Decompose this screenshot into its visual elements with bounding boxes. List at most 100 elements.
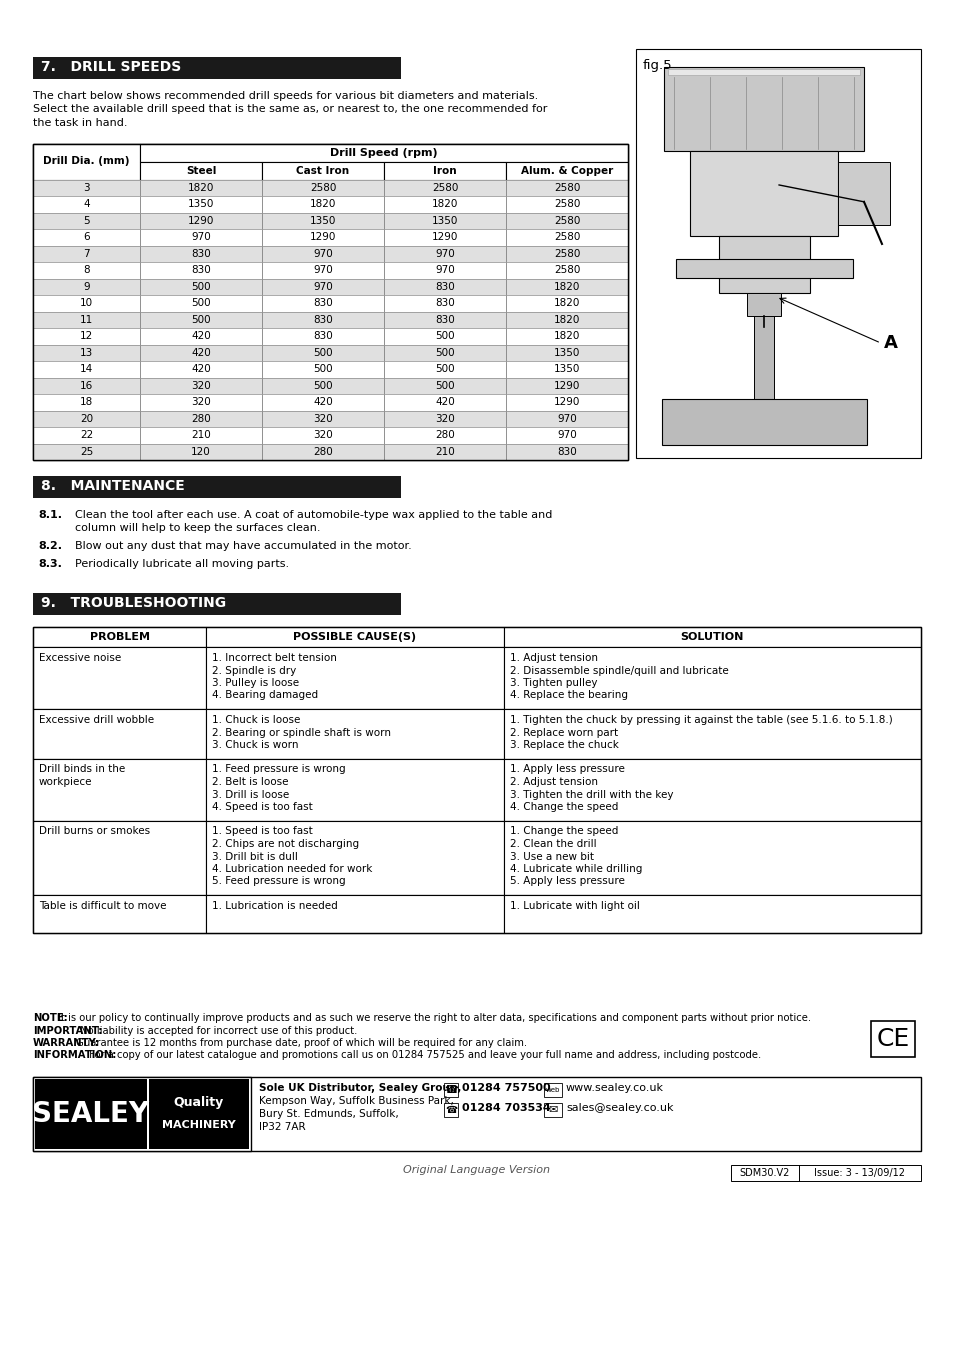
Text: 830: 830 bbox=[313, 331, 333, 342]
Bar bbox=[33, 180, 140, 196]
Text: It is our policy to continually improve products and as such we reserve the righ: It is our policy to continually improve … bbox=[55, 1012, 811, 1023]
Bar bbox=[718, 235, 809, 293]
Bar bbox=[35, 1079, 147, 1149]
Text: 4. Lubrication needed for work: 4. Lubrication needed for work bbox=[212, 864, 372, 873]
Text: Cast Iron: Cast Iron bbox=[296, 166, 349, 176]
Text: 2. Bearing or spindle shaft is worn: 2. Bearing or spindle shaft is worn bbox=[212, 728, 391, 737]
Bar bbox=[140, 444, 262, 460]
Text: 2580: 2580 bbox=[554, 265, 579, 275]
Bar bbox=[746, 293, 781, 316]
Text: 830: 830 bbox=[435, 282, 455, 292]
Text: 120: 120 bbox=[191, 447, 211, 456]
Bar bbox=[33, 709, 206, 759]
Bar bbox=[505, 230, 627, 246]
Bar bbox=[505, 162, 627, 180]
Text: 1290: 1290 bbox=[554, 397, 579, 408]
Text: 420: 420 bbox=[191, 348, 211, 358]
Text: Iron: Iron bbox=[433, 166, 456, 176]
Text: 420: 420 bbox=[435, 397, 455, 408]
Bar bbox=[140, 410, 262, 427]
Bar bbox=[33, 344, 140, 360]
Text: INFORMATION:: INFORMATION: bbox=[33, 1050, 116, 1061]
Bar bbox=[140, 427, 262, 444]
Text: 6: 6 bbox=[83, 232, 90, 242]
Bar bbox=[636, 49, 920, 458]
Bar bbox=[384, 410, 505, 427]
Bar bbox=[503, 759, 920, 821]
Text: 1290: 1290 bbox=[188, 216, 214, 225]
Text: 320: 320 bbox=[435, 413, 455, 424]
Bar bbox=[140, 262, 262, 278]
Bar bbox=[33, 143, 627, 460]
Text: 320: 320 bbox=[313, 431, 333, 440]
Bar bbox=[33, 180, 627, 196]
Text: 500: 500 bbox=[191, 282, 211, 292]
Text: Guarantee is 12 months from purchase date, proof of which will be required for a: Guarantee is 12 months from purchase dat… bbox=[72, 1038, 526, 1048]
Text: SOLUTION: SOLUTION bbox=[679, 632, 743, 643]
Text: 970: 970 bbox=[313, 248, 333, 259]
Text: 2580: 2580 bbox=[432, 182, 457, 193]
Text: 320: 320 bbox=[313, 413, 333, 424]
Text: 830: 830 bbox=[435, 298, 455, 308]
Text: 1290: 1290 bbox=[432, 232, 457, 242]
Text: Table is difficult to move: Table is difficult to move bbox=[39, 900, 167, 911]
Bar bbox=[140, 344, 262, 360]
Bar bbox=[443, 1103, 457, 1116]
Text: The chart below shows recommended drill speeds for various bit diameters and mat: The chart below shows recommended drill … bbox=[33, 90, 537, 101]
Bar bbox=[505, 394, 627, 410]
Text: SEALEY: SEALEY bbox=[32, 1100, 150, 1129]
Bar bbox=[140, 162, 262, 180]
Text: 3. Drill bit is dull: 3. Drill bit is dull bbox=[212, 852, 297, 861]
Text: 1350: 1350 bbox=[554, 348, 579, 358]
Bar bbox=[206, 895, 503, 933]
Text: sales@sealey.co.uk: sales@sealey.co.uk bbox=[565, 1103, 673, 1112]
Bar bbox=[33, 196, 140, 212]
Text: 4. Replace the bearing: 4. Replace the bearing bbox=[509, 690, 627, 701]
Text: 1. Speed is too fast: 1. Speed is too fast bbox=[212, 826, 313, 837]
Bar bbox=[33, 296, 627, 312]
Bar bbox=[384, 180, 505, 196]
Text: 1290: 1290 bbox=[310, 232, 335, 242]
Bar bbox=[384, 262, 505, 278]
Bar bbox=[33, 477, 400, 498]
Text: 10: 10 bbox=[80, 298, 93, 308]
Bar bbox=[33, 230, 140, 246]
Text: 1. Lubrication is needed: 1. Lubrication is needed bbox=[212, 900, 337, 911]
Text: 4: 4 bbox=[83, 200, 90, 209]
Text: Periodically lubricate all moving parts.: Periodically lubricate all moving parts. bbox=[75, 559, 289, 568]
Text: 970: 970 bbox=[557, 413, 577, 424]
Bar bbox=[262, 196, 384, 212]
Bar bbox=[33, 759, 206, 821]
Bar bbox=[33, 278, 140, 296]
Bar bbox=[505, 360, 627, 378]
Text: Alum. & Copper: Alum. & Copper bbox=[520, 166, 613, 176]
Bar bbox=[33, 821, 920, 895]
Bar bbox=[33, 278, 627, 296]
Bar bbox=[262, 296, 384, 312]
Text: 3. Pulley is loose: 3. Pulley is loose bbox=[212, 678, 299, 688]
Text: 2580: 2580 bbox=[554, 232, 579, 242]
Bar bbox=[503, 626, 920, 647]
Text: 2. Belt is loose: 2. Belt is loose bbox=[212, 778, 289, 787]
Text: 2580: 2580 bbox=[554, 182, 579, 193]
Text: 2. Clean the drill: 2. Clean the drill bbox=[509, 838, 596, 849]
Bar bbox=[33, 410, 140, 427]
Bar bbox=[262, 444, 384, 460]
Text: 1820: 1820 bbox=[554, 315, 579, 325]
Bar bbox=[505, 312, 627, 328]
Bar bbox=[505, 378, 627, 394]
Text: 1350: 1350 bbox=[432, 216, 457, 225]
Text: Drill burns or smokes: Drill burns or smokes bbox=[39, 826, 150, 837]
Text: 280: 280 bbox=[191, 413, 211, 424]
Bar bbox=[384, 394, 505, 410]
Bar bbox=[33, 626, 920, 647]
Bar bbox=[505, 410, 627, 427]
Bar bbox=[505, 262, 627, 278]
Bar bbox=[33, 626, 206, 647]
Text: 11: 11 bbox=[80, 315, 93, 325]
Text: 1350: 1350 bbox=[310, 216, 335, 225]
Bar bbox=[384, 312, 505, 328]
Bar bbox=[503, 821, 920, 895]
Bar bbox=[503, 647, 920, 709]
Text: 4. Lubricate while drilling: 4. Lubricate while drilling bbox=[509, 864, 641, 873]
